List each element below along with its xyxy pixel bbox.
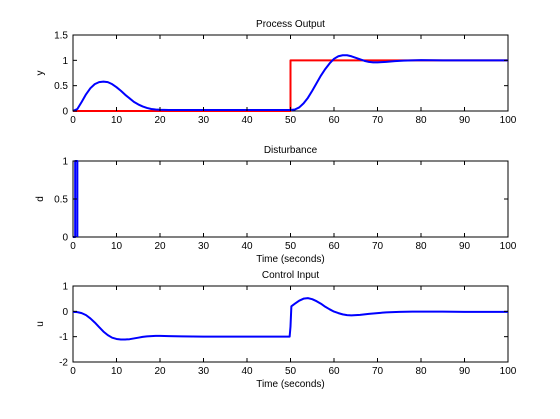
chart-title: Disturbance <box>264 145 318 156</box>
y-axis-label: u <box>35 321 46 327</box>
y-tick-label: 1.5 <box>54 31 68 42</box>
x-tick-label: 40 <box>241 366 253 377</box>
x-tick-label: 100 <box>500 366 517 377</box>
x-tick-label: 50 <box>285 115 297 126</box>
y-tick-label: 1 <box>62 56 68 67</box>
y-tick-label: -1 <box>59 332 68 343</box>
chart-title: Process Output <box>256 19 325 30</box>
x-tick-label: 10 <box>111 366 123 377</box>
x-tick-label: 10 <box>111 241 123 252</box>
x-tick-label: 60 <box>328 366 340 377</box>
x-tick-label: 100 <box>500 241 517 252</box>
plot-area <box>73 161 508 237</box>
x-tick-label: 20 <box>154 241 166 252</box>
x-tick-label: 30 <box>198 241 210 252</box>
x-tick-label: 60 <box>328 115 340 126</box>
x-tick-label: 50 <box>285 366 297 377</box>
x-axis-label: Time (seconds) <box>256 254 325 265</box>
x-axis-label: Time (seconds) <box>256 379 325 390</box>
subplot-3: 0 10 20 30 40 50 60 70 80 90 100 -2 -1 0 1 Control Inpu… <box>35 270 517 390</box>
chart-title: Control Input <box>262 270 319 281</box>
y-tick-label: -2 <box>59 358 68 369</box>
x-tick-label: 70 <box>372 115 384 126</box>
x-tick-label: 0 <box>70 115 76 126</box>
y-tick-label: 0 <box>62 107 68 118</box>
x-tick-label: 0 <box>70 241 76 252</box>
y-axis-label: d <box>35 196 46 202</box>
x-tick-label: 0 <box>70 366 76 377</box>
x-tick-label: 80 <box>415 115 427 126</box>
x-tick-label: 20 <box>154 366 166 377</box>
y-axis-label: y <box>35 71 46 76</box>
y-tick-label: 0 <box>62 307 68 318</box>
subplot-1: 0 10 20 30 40 50 60 70 80 90 100 0 0.5 1 1.5 Process Ou… <box>35 19 517 126</box>
x-tick-label: 90 <box>459 366 471 377</box>
x-tick-label: 30 <box>198 366 210 377</box>
x-tick-label: 80 <box>415 241 427 252</box>
x-tick-label: 70 <box>372 366 384 377</box>
subplot-2: 0 10 20 30 40 50 60 70 80 90 100 0 0.5 1 Disturbance Ti… <box>35 145 517 265</box>
x-tick-label: 50 <box>285 241 297 252</box>
x-tick-label: 20 <box>154 115 166 126</box>
y-tick-label: 1 <box>62 157 68 168</box>
y-tick-label: 0 <box>62 233 68 244</box>
x-tick-label: 40 <box>241 241 253 252</box>
x-tick-label: 70 <box>372 241 384 252</box>
x-tick-label: 10 <box>111 115 123 126</box>
x-tick-label: 90 <box>459 241 471 252</box>
x-tick-label: 40 <box>241 115 253 126</box>
y-tick-label: 0.5 <box>54 81 68 92</box>
x-tick-label: 60 <box>328 241 340 252</box>
x-tick-label: 30 <box>198 115 210 126</box>
x-tick-label: 90 <box>459 115 471 126</box>
x-tick-label: 100 <box>500 115 517 126</box>
y-tick-label: 0.5 <box>54 195 68 206</box>
x-tick-label: 80 <box>415 366 427 377</box>
y-tick-label: 1 <box>62 282 68 293</box>
